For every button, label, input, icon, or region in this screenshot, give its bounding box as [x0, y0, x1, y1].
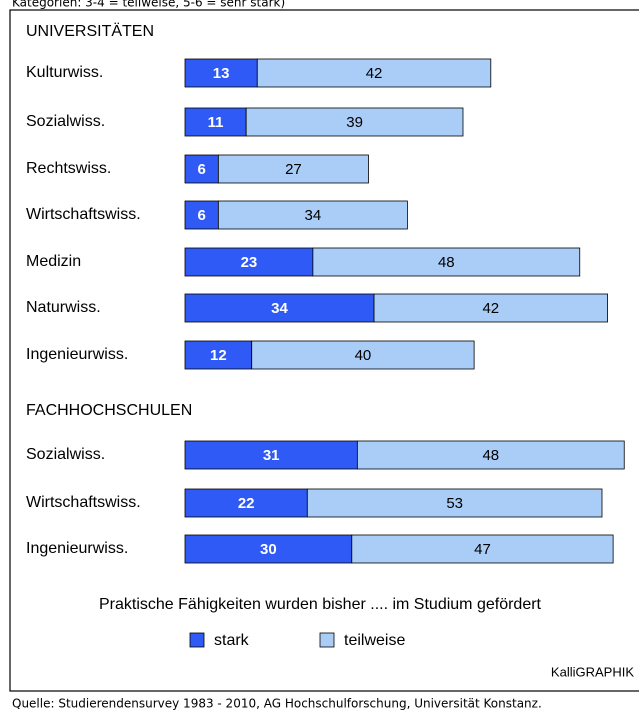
legend-label: teilweise: [344, 632, 405, 649]
value-label: 48: [482, 447, 499, 464]
source: Quelle: Studierendensurvey 1983 - 2010, …: [12, 697, 542, 711]
category-label: Naturwiss.: [26, 299, 101, 316]
credit: KalliGRAPHIK: [551, 664, 634, 679]
category-label: Ingenieurwiss.: [26, 540, 128, 557]
bar-segment: [217, 154, 369, 184]
value-label: 42: [366, 65, 383, 82]
value-label: 11: [208, 114, 224, 131]
bar-segment: [184, 293, 375, 323]
category-label: Medizin: [26, 253, 81, 270]
category-label: Sozialwiss.: [26, 446, 105, 463]
category-label: Rechtswiss.: [26, 160, 111, 177]
bar-segment: [184, 534, 353, 564]
note: Kategorien: 3-4 = teilweise, 5-6 = sehr …: [12, 0, 285, 10]
value-label: 48: [438, 254, 455, 271]
value-label: 6: [198, 161, 206, 178]
category-label: Ingenieurwiss.: [26, 346, 128, 363]
bar-segment: [251, 340, 475, 370]
legend-label: stark: [214, 632, 250, 649]
value-label: 31: [263, 447, 280, 464]
legend-swatch: [319, 632, 335, 648]
category-label: Kulturwiss.: [26, 64, 103, 81]
value-label: 34: [305, 207, 322, 224]
bar-segment: [245, 107, 464, 137]
value-label: 34: [271, 300, 288, 317]
bar-segment: [256, 58, 492, 88]
bar-segment: [217, 200, 408, 230]
value-label: 13: [213, 65, 230, 82]
value-label: 22: [238, 495, 255, 512]
bar-segment: [306, 488, 603, 518]
value-label: 23: [241, 254, 258, 271]
bar-segment: [356, 440, 625, 470]
category-label: Wirtschaftswiss.: [26, 494, 141, 511]
section-title: UNIVERSITÄTEN: [26, 22, 154, 40]
category-label: Wirtschaftswiss.: [26, 206, 141, 223]
bar-segment: [312, 247, 581, 277]
bar-segment: [184, 247, 314, 277]
value-label: 47: [474, 541, 491, 558]
value-label: 12: [210, 347, 227, 364]
bar-segment: [351, 534, 614, 564]
bar-segment: [184, 107, 247, 137]
caption: Praktische Fähigkeiten wurden bisher ...…: [99, 596, 542, 613]
legend-swatch: [189, 632, 205, 648]
value-label: 6: [198, 207, 206, 224]
value-label: 53: [446, 495, 463, 512]
value-label: 39: [346, 114, 363, 131]
bar-segment: [184, 340, 253, 370]
bar-segment: [184, 58, 258, 88]
value-label: 27: [285, 161, 302, 178]
value-label: 42: [482, 300, 499, 317]
bar-segment: [373, 293, 608, 323]
value-label: 40: [355, 347, 372, 364]
category-label: Sozialwiss.: [26, 113, 105, 130]
value-label: 30: [260, 541, 277, 558]
section-title: FACHHOCHSCHULEN: [26, 402, 192, 419]
